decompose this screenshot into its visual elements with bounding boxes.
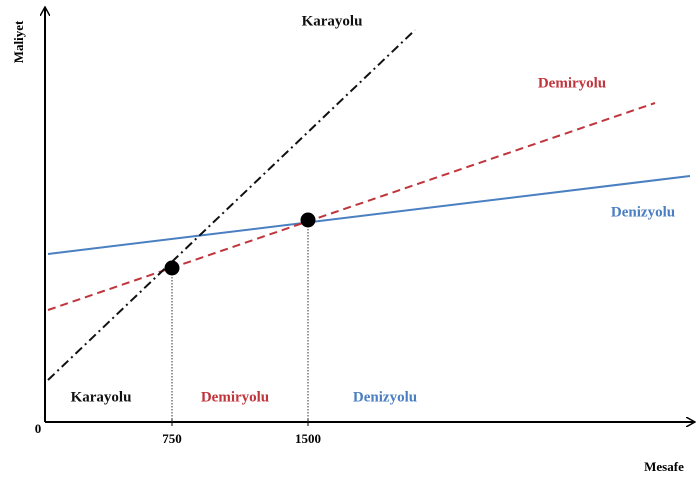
x-tick-label: 750 [162,431,182,446]
region-label: Demiryolu [201,389,269,405]
rail-line [47,102,656,311]
x-tick-label: 1500 [295,431,321,446]
sea-line [47,175,691,255]
origin-label: 0 [35,421,42,436]
intersection [300,212,316,228]
y-axis-label: Maliyet [11,20,26,63]
region-label: Denizyolu [353,389,417,405]
line-label: Denizyolu [611,204,675,220]
road-line [47,29,416,381]
intersection [164,260,180,276]
line-label: Karayolu [302,13,363,29]
x-axis-label: Mesafe [644,459,684,474]
line-label: Demiryolu [538,75,606,91]
region-label: Karayolu [71,389,132,405]
